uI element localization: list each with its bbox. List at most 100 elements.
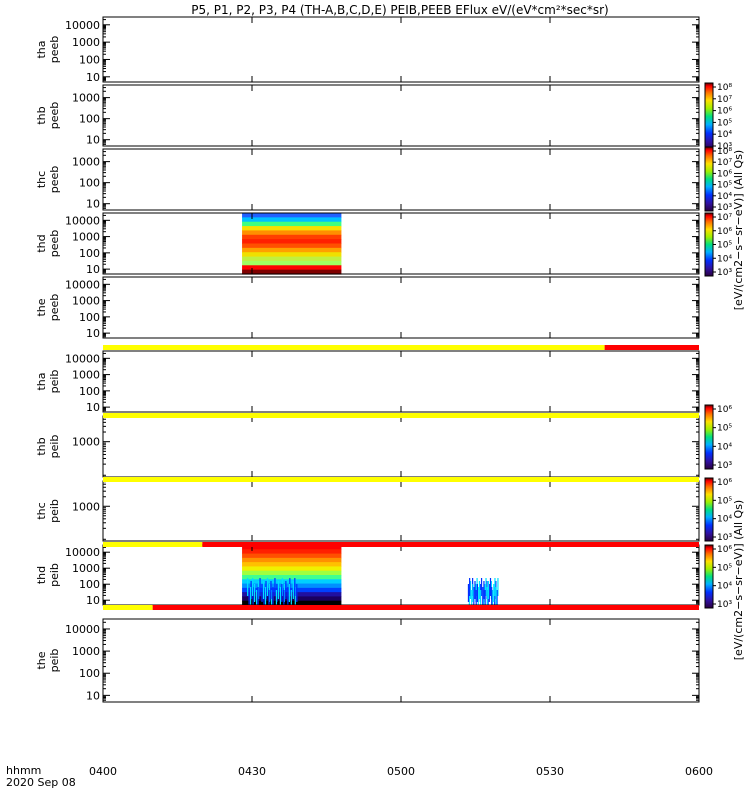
colorbar-tick-label: 10³ — [717, 461, 732, 471]
y-tick-label: 1000 — [72, 231, 100, 244]
spectrogram-cell — [252, 578, 254, 596]
flag-bar — [103, 542, 700, 547]
spectrogram-cell — [242, 252, 342, 258]
y-tick-label: 1000 — [72, 92, 100, 105]
spectrogram-cell — [259, 578, 261, 596]
flag-segment — [103, 542, 203, 547]
spectrogram-cell — [242, 234, 342, 240]
spectrogram-block — [242, 545, 342, 608]
panel-thb-peeb: 1000 100 10 thb peeb — [35, 84, 700, 147]
y-tick-label: 10000 — [65, 278, 100, 291]
spectrogram-cell — [478, 581, 481, 599]
colorbar-ramp — [704, 477, 714, 542]
panel-frame — [102, 544, 700, 606]
spectrogram-cell — [493, 584, 495, 602]
panel-frame — [102, 276, 700, 339]
spectrogram-cell — [242, 265, 342, 271]
y-tick-label: 1000 — [72, 436, 100, 449]
panel-probe-label: thb — [35, 106, 48, 124]
spectrogram-cell — [242, 221, 342, 227]
panel-frame — [102, 212, 700, 275]
colorbar-tick-label: 10⁴ — [717, 442, 732, 452]
y-tick-label: 10 — [86, 594, 100, 607]
y-tick-label: 1000 — [72, 156, 100, 169]
spectrogram-cell — [480, 578, 483, 596]
spectrogram-cell — [242, 213, 342, 218]
colorbar-ramp — [704, 544, 714, 609]
spectrogram-cell — [497, 578, 499, 596]
panel-probe-label: thc — [35, 502, 48, 519]
spectrogram-cell — [253, 584, 256, 602]
spectrogram-block — [467, 578, 499, 608]
spectrogram-cell — [255, 590, 258, 608]
panel-type-label: peeb — [48, 166, 61, 194]
spectrogram-cell — [491, 590, 494, 608]
spectrogram-cell — [242, 579, 342, 585]
panel-probe-label: tha — [35, 40, 48, 58]
spectrogram-cell — [242, 557, 342, 563]
panel-tha-peib: 10000 1000 100 10 tha peib — [35, 350, 700, 414]
spectrogram-cell — [242, 243, 342, 249]
panel-frame — [102, 16, 700, 83]
colorbar-tick-label: 10³ — [717, 268, 732, 278]
spectrogram-cell — [491, 587, 493, 605]
panel-type-label: peib — [48, 563, 61, 587]
spectrogram-cell — [242, 570, 342, 576]
colorbar-tick-label: 10⁴ — [717, 582, 732, 592]
colorbar-ramp — [704, 212, 714, 277]
spectrogram-cell — [483, 581, 485, 599]
y-tick-label: 10000 — [65, 546, 100, 559]
spectrogram-cell — [477, 587, 479, 605]
panel-frame — [102, 618, 700, 703]
colorbar-tick-label: 10⁷ — [717, 213, 732, 223]
panel-probe-label: tha — [35, 372, 48, 390]
colorbar-ramp — [704, 404, 714, 470]
y-tick-label: 10 — [86, 71, 100, 84]
colorbar-tick-label: 10⁵ — [717, 424, 732, 434]
spectrogram-cell — [296, 584, 298, 602]
x-tick-label: 0600 — [685, 765, 713, 778]
spectrogram-cell — [484, 590, 486, 608]
spectrogram-cell — [285, 581, 287, 599]
y-tick-label: 10000 — [65, 214, 100, 227]
panel-probe-label: thd — [35, 234, 48, 252]
colorbar-tick-label: 10⁵ — [717, 563, 732, 573]
colorbar-label-ion: [eV/(cm2−s−sr−eV)] (All Qs) — [732, 500, 745, 660]
spectrogram-cell — [242, 230, 342, 236]
spectrogram-cell — [250, 587, 252, 605]
y-tick-label: 10 — [86, 134, 100, 147]
spectrogram-cell — [270, 581, 272, 599]
colorbar-ramp — [704, 82, 714, 151]
x-tick-label: 0500 — [387, 765, 415, 778]
y-tick-label: 1000 — [72, 645, 100, 658]
y-tick-label: 100 — [79, 177, 100, 190]
panel-tha-peeb: 10000 1000 100 10 tha peeb — [35, 16, 700, 84]
panel-the-peeb: 10000 1000 100 10 the peeb — [35, 276, 700, 340]
x-tick-label: 0400 — [89, 765, 117, 778]
spectrogram-cell — [287, 587, 289, 605]
spectrogram-cell — [257, 587, 259, 605]
spectrogram-cell — [242, 545, 342, 550]
y-tick-label: 100 — [79, 247, 100, 260]
panel-type-label: peeb — [48, 294, 61, 322]
flag-segment — [103, 413, 699, 418]
panel-thb-peib: 1000 thb peib — [35, 415, 700, 478]
flag-segment — [103, 477, 699, 482]
spectrogram-cell — [242, 549, 342, 555]
panel-frame — [102, 480, 700, 542]
flag-bar — [103, 413, 699, 418]
y-tick-label: 100 — [79, 311, 100, 324]
spectrogram-cell — [475, 590, 477, 608]
flag-segment — [103, 605, 153, 610]
colorbar-tick-label: 10⁶ — [717, 107, 732, 117]
colorbar-tick-label: 10⁴ — [717, 130, 732, 140]
panel-type-label: peib — [48, 370, 61, 394]
spectrogram-cell — [242, 575, 342, 580]
panel-probe-label: thc — [35, 171, 48, 188]
panel-type-label: peeb — [48, 36, 61, 64]
flag-bar — [103, 477, 699, 482]
spectrogram-block — [242, 213, 342, 275]
spectrogram-cell — [281, 584, 283, 602]
